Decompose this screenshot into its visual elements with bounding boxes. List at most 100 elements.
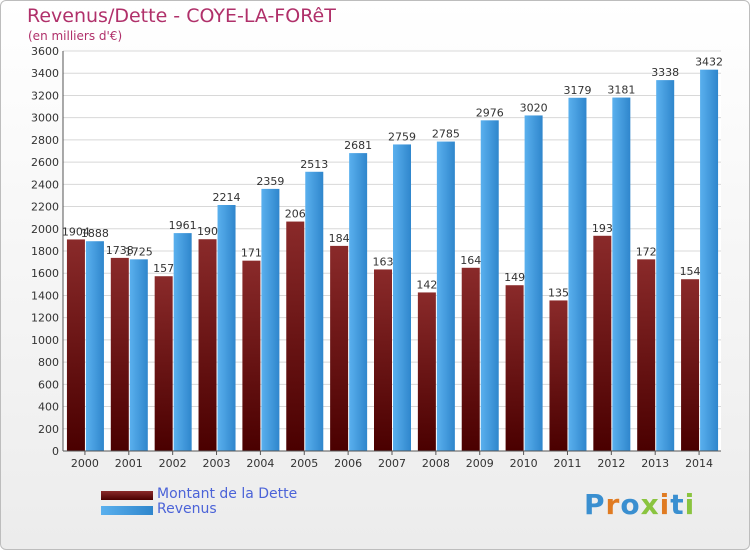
debt-bar bbox=[198, 239, 217, 451]
debt-bar-label: 135 bbox=[548, 286, 569, 299]
y-tick-label: 3200 bbox=[31, 89, 59, 102]
y-tick-label: 1600 bbox=[31, 267, 59, 280]
y-tick-label: 1200 bbox=[31, 312, 59, 325]
debt-bar-label: 171 bbox=[241, 247, 262, 260]
debt-bar-label: 190 bbox=[197, 225, 218, 238]
revenue-bar-label: 2681 bbox=[344, 139, 372, 152]
revenue-bar bbox=[349, 153, 368, 451]
y-tick-label: 1000 bbox=[31, 334, 59, 347]
revenue-bar-label: 3020 bbox=[520, 101, 548, 114]
debt-bar-label: 157 bbox=[153, 262, 174, 275]
revenue-bar-label: 2976 bbox=[476, 106, 504, 119]
y-tick-label: 3400 bbox=[31, 67, 59, 80]
debt-bar-label: 163 bbox=[373, 255, 394, 268]
x-tick-label: 2013 bbox=[641, 457, 669, 470]
y-tick-label: 200 bbox=[38, 423, 59, 436]
debt-bar-label: 154 bbox=[680, 265, 701, 278]
debt-bar bbox=[593, 235, 612, 451]
revenue-bar bbox=[173, 233, 192, 451]
revenue-bar bbox=[656, 80, 675, 451]
debt-bar bbox=[637, 259, 656, 451]
logo-letter: i bbox=[659, 488, 671, 521]
logo-letter: i bbox=[684, 488, 696, 521]
revenue-bar-label: 3181 bbox=[607, 84, 635, 97]
revenue-bar-label: 3179 bbox=[563, 84, 591, 97]
debt-bar bbox=[110, 257, 129, 451]
revenue-bar bbox=[436, 141, 455, 452]
debt-bar-label: 1738 bbox=[106, 244, 134, 257]
x-tick-label: 2007 bbox=[378, 457, 406, 470]
revenue-bar bbox=[85, 241, 104, 451]
revenue-bar bbox=[568, 97, 587, 452]
y-tick-label: 0 bbox=[52, 445, 59, 458]
x-tick-label: 2014 bbox=[685, 457, 713, 470]
logo-letter: o bbox=[620, 488, 641, 521]
x-tick-label: 2003 bbox=[203, 457, 231, 470]
logo-letter: x bbox=[640, 488, 660, 521]
debt-bar-label: 193 bbox=[592, 222, 613, 235]
revenue-bar-label: 1961 bbox=[169, 219, 197, 232]
revenue-bar-label: 1725 bbox=[125, 245, 153, 258]
proxiti-logo: Proxiti bbox=[584, 488, 695, 521]
y-tick-label: 2000 bbox=[31, 223, 59, 236]
y-tick-label: 1400 bbox=[31, 289, 59, 302]
debt-bar-label: 164 bbox=[460, 254, 481, 267]
chart-title: Revenus/Dette - COYE-LA-FORêT bbox=[27, 5, 336, 27]
debt-bar bbox=[549, 300, 568, 451]
revenue-bar bbox=[305, 171, 324, 451]
x-tick-label: 2004 bbox=[246, 457, 274, 470]
y-tick-label: 400 bbox=[38, 401, 59, 414]
revenue-bar bbox=[480, 120, 499, 451]
x-tick-label: 2010 bbox=[510, 457, 538, 470]
legend-label-debt: Montant de la Dette bbox=[157, 486, 298, 502]
debt-bar-label: 172 bbox=[636, 245, 657, 258]
x-tick-label: 2002 bbox=[159, 457, 187, 470]
y-tick-label: 3600 bbox=[31, 45, 59, 58]
debt-bar bbox=[505, 285, 524, 451]
debt-bar-label: 142 bbox=[416, 278, 437, 291]
revenue-bar-label: 2359 bbox=[256, 175, 284, 188]
debt-bar bbox=[242, 260, 261, 451]
debt-bar-label: 184 bbox=[329, 232, 350, 245]
revenue-bar-label: 2759 bbox=[388, 130, 416, 143]
y-tick-label: 2200 bbox=[31, 201, 59, 214]
y-tick-label: 3000 bbox=[31, 112, 59, 125]
y-tick-label: 2800 bbox=[31, 134, 59, 147]
legend-label-revenue: Revenus bbox=[157, 501, 217, 517]
chart-subtitle: (en milliers d'€) bbox=[28, 29, 123, 43]
x-tick-label: 2009 bbox=[466, 457, 494, 470]
debt-bar bbox=[154, 276, 173, 451]
logo-letter: r bbox=[605, 488, 621, 521]
revenue-bar bbox=[524, 115, 543, 451]
logo-letter: t bbox=[670, 488, 685, 521]
x-tick-label: 2005 bbox=[290, 457, 318, 470]
y-tick-label: 800 bbox=[38, 356, 59, 369]
debt-bar-label: 206 bbox=[285, 208, 306, 221]
y-tick-label: 600 bbox=[38, 378, 59, 391]
legend-swatch-debt bbox=[101, 491, 153, 500]
revenue-bar-label: 3338 bbox=[651, 66, 679, 79]
revenue-bar-label: 2214 bbox=[213, 191, 241, 204]
debt-bar bbox=[417, 292, 436, 451]
revenue-bar bbox=[393, 144, 411, 451]
legend-swatch-revenue bbox=[101, 506, 153, 515]
debt-bar bbox=[374, 269, 392, 451]
debt-bar bbox=[286, 221, 305, 451]
y-tick-label: 2600 bbox=[31, 156, 59, 169]
revenue-bar-label: 1888 bbox=[81, 227, 109, 240]
y-tick-label: 1800 bbox=[31, 245, 59, 258]
revenue-bar bbox=[261, 188, 280, 451]
revenue-bar-label: 2785 bbox=[432, 128, 460, 141]
debt-bar bbox=[66, 239, 85, 451]
x-tick-label: 2001 bbox=[115, 457, 143, 470]
debt-bar bbox=[330, 245, 349, 451]
debt-bar bbox=[461, 267, 480, 451]
x-tick-label: 2000 bbox=[71, 457, 99, 470]
debt-bar-label: 1904 bbox=[62, 225, 90, 238]
revenue-bar bbox=[700, 69, 719, 452]
x-tick-label: 2008 bbox=[422, 457, 450, 470]
debt-bar bbox=[681, 279, 700, 451]
y-tick-label: 2400 bbox=[31, 178, 59, 191]
